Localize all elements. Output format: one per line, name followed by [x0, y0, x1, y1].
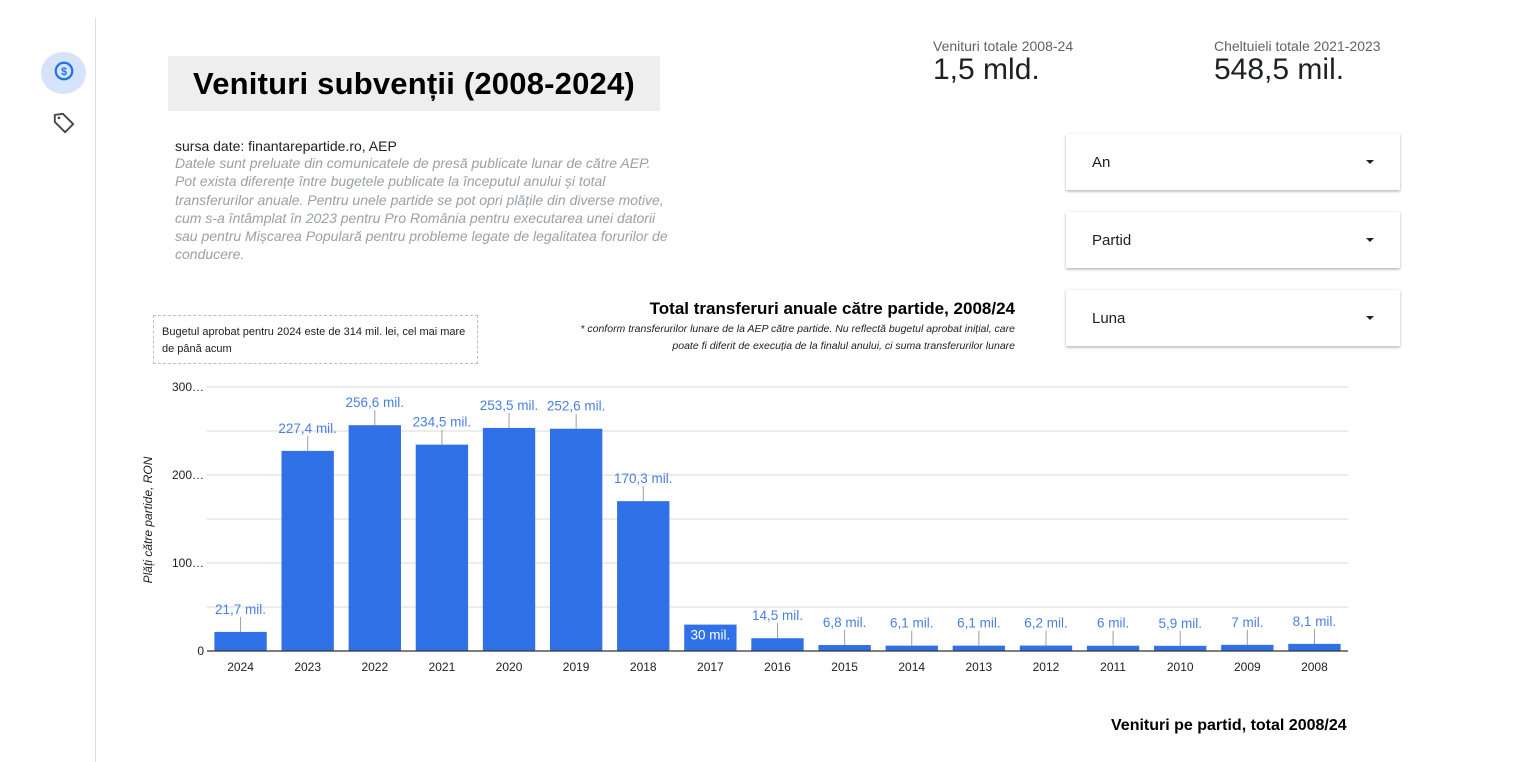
- kpi-label: Venituri totale 2008-24: [933, 38, 1074, 54]
- bar-value-label: 170,3 mil.: [614, 471, 673, 486]
- x-tick-label: 2008: [1301, 660, 1328, 674]
- x-tick-label: 2013: [966, 660, 993, 674]
- kpi-value: 548,5 mil.: [1214, 53, 1345, 86]
- page-title: Venituri subvenții (2008-2024): [193, 65, 635, 101]
- bar-value-label: 14,5 mil.: [752, 608, 803, 623]
- bar-value-label: 30 mil.: [690, 628, 730, 643]
- bar-value-label: 256,6 mil.: [346, 395, 405, 410]
- source-description: Datele sunt preluate din comunicatele de…: [175, 155, 668, 263]
- bar[interactable]: [1019, 645, 1073, 651]
- bar-value-label: 6 mil.: [1097, 616, 1129, 631]
- bar-value-label: 21,7 mil.: [215, 602, 266, 617]
- page-title-box: Venituri subvenții (2008-2024): [168, 56, 660, 111]
- bar-value-label: 6,8 mil.: [823, 615, 867, 630]
- bar[interactable]: [952, 645, 1006, 651]
- x-tick-label: 2019: [563, 660, 590, 674]
- sidebar: $: [0, 18, 96, 762]
- bar-value-label: 252,6 mil.: [547, 399, 606, 414]
- bar[interactable]: [281, 450, 334, 651]
- bar-value-label: 227,4 mil.: [278, 421, 337, 436]
- x-tick-label: 2020: [496, 660, 523, 674]
- bar-chart-canvas: 0 100… 200… 300… 21,7 mil. 2024 227,4 mil. 2023…: [172, 380, 1348, 674]
- x-tick-label: 2016: [764, 660, 791, 674]
- dollar-circle-icon: $: [53, 60, 75, 87]
- x-tick-label: 2023: [294, 660, 321, 674]
- bar[interactable]: [1154, 645, 1207, 651]
- x-tick-label: 2024: [227, 660, 254, 674]
- bar[interactable]: [885, 645, 938, 651]
- bar-value-label: 6,1 mil.: [890, 616, 934, 631]
- kpi-label: Cheltuieli totale 2021-2023: [1214, 38, 1381, 54]
- svg-text:$: $: [60, 66, 66, 78]
- bar-chart: 0 100… 200… 300… 21,7 mil. 2024 227,4 mil. 2023…: [140, 375, 1360, 685]
- x-tick-label: 2015: [831, 660, 858, 674]
- y-tick-label: 300…: [172, 380, 204, 394]
- kpi-total-revenue: Venituri totale 2008-24 1,5 mld.: [933, 38, 1073, 86]
- bar[interactable]: [684, 624, 737, 651]
- filter-party-dropdown[interactable]: Partid: [1066, 212, 1400, 268]
- bar-value-label: 5,9 mil.: [1158, 616, 1202, 631]
- dropdown-label: Luna: [1092, 309, 1126, 327]
- source-heading: sursa date: finantarepartide.ro, AEP: [175, 138, 397, 154]
- x-tick-label: 2021: [429, 660, 456, 674]
- nav-tag-button[interactable]: [41, 104, 86, 146]
- filter-month-dropdown[interactable]: Luna: [1066, 290, 1400, 346]
- bar[interactable]: [1086, 645, 1140, 651]
- y-tick-label: 100…: [172, 556, 204, 570]
- bar-value-label: 8,1 mil.: [1293, 614, 1337, 629]
- next-chart-title: Venituri pe partid, total 2008/24: [1111, 717, 1347, 734]
- x-tick-label: 2012: [1033, 660, 1060, 674]
- x-tick-label: 2010: [1167, 660, 1194, 674]
- caret-down-icon: [1366, 238, 1374, 242]
- bar-value-label: 6,1 mil.: [957, 616, 1001, 631]
- y-tick-label: 0: [197, 644, 204, 658]
- caret-down-icon: [1366, 316, 1374, 320]
- tag-icon: [51, 110, 77, 141]
- data-source-block: sursa date: finantarepartide.ro, AEP Dat…: [175, 138, 675, 264]
- budget-annotation: Bugetul aprobat pentru 2024 este de 314 …: [153, 315, 478, 364]
- bar[interactable]: [348, 425, 401, 651]
- x-tick-label: 2014: [898, 660, 925, 674]
- chart-title: Total transferuri anuale către partide, …: [649, 299, 1015, 318]
- x-tick-label: 2017: [697, 660, 724, 674]
- bar-value-label: 6,2 mil.: [1024, 616, 1068, 631]
- x-tick-label: 2018: [630, 660, 657, 674]
- bar[interactable]: [1288, 643, 1341, 651]
- x-tick-label: 2011: [1100, 660, 1126, 674]
- x-tick-label: 2022: [361, 660, 388, 674]
- bar[interactable]: [1221, 644, 1274, 651]
- x-tick-label: 2009: [1234, 660, 1261, 674]
- bar-value-label: 234,5 mil.: [413, 415, 472, 430]
- nav-revenue-button[interactable]: $: [41, 52, 86, 94]
- bar[interactable]: [751, 638, 804, 651]
- kpi-total-expenses: Cheltuieli totale 2021-2023 548,5 mil.: [1214, 38, 1381, 86]
- dropdown-label: Partid: [1092, 231, 1132, 249]
- chart-header: Total transferuri anuale către partide, …: [565, 299, 1015, 355]
- y-tick-label: 200…: [172, 468, 204, 482]
- chart-subtitle: * conform transferurilor lunare de la AE…: [580, 323, 1015, 352]
- bar-value-label: 7 mil.: [1231, 615, 1263, 630]
- caret-down-icon: [1366, 160, 1374, 164]
- dropdown-label: An: [1092, 153, 1111, 171]
- filter-year-dropdown[interactable]: An: [1066, 134, 1400, 190]
- bar-value-label: 253,5 mil.: [480, 398, 539, 413]
- bar[interactable]: [214, 631, 267, 651]
- bar[interactable]: [617, 501, 670, 651]
- bar[interactable]: [482, 427, 536, 651]
- bar[interactable]: [415, 444, 469, 651]
- bar[interactable]: [818, 645, 871, 651]
- bar[interactable]: [549, 428, 603, 651]
- kpi-value: 1,5 mld.: [933, 53, 1040, 86]
